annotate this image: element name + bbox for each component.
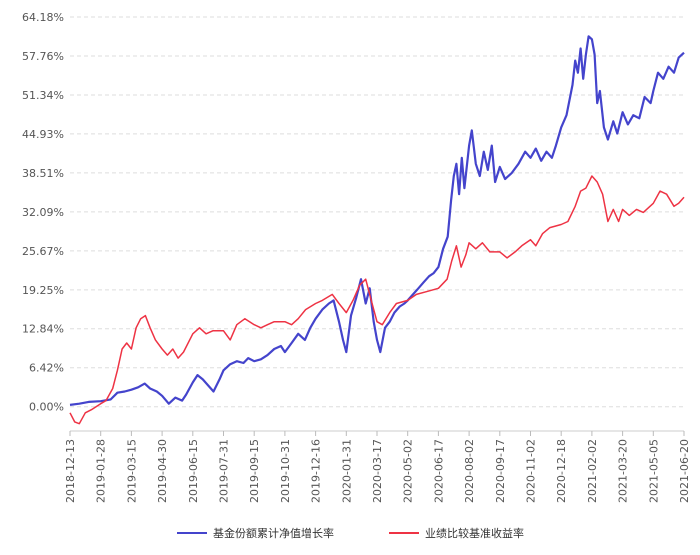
y-tick-label: 64.18% bbox=[22, 11, 64, 24]
y-axis-ticks: 64.18% 57.76% 51.34% 44.93% 38.51% 32.09% 25.6… bbox=[22, 11, 64, 414]
x-axis-ticks: 2018-12-13 2019-01-28 2019-03-15 2019-04-30… bbox=[64, 430, 691, 503]
x-tick-label: 2019-09-15 bbox=[248, 439, 261, 503]
legend: 基金份额累计净值增长率 业绩比较基准收益率 bbox=[177, 526, 524, 540]
y-tick-label: 57.76% bbox=[22, 50, 64, 63]
y-tick-label: 32.09% bbox=[22, 206, 64, 219]
series-lines bbox=[69, 35, 685, 425]
y-tick-label: 19.25% bbox=[22, 284, 64, 297]
x-tick-label: 2021-05-05 bbox=[647, 439, 660, 503]
x-tick-label: 2019-07-31 bbox=[218, 439, 231, 503]
x-tick-label: 2019-04-30 bbox=[156, 439, 169, 503]
x-tick-label: 2020-11-02 bbox=[525, 439, 538, 503]
x-tick-label: 2019-10-31 bbox=[279, 439, 292, 503]
x-tick-label: 2019-03-15 bbox=[125, 439, 138, 503]
y-tick-label: 38.51% bbox=[22, 167, 64, 180]
x-tick-label: 2021-06-20 bbox=[678, 439, 691, 503]
series-line-benchmark bbox=[69, 175, 685, 425]
x-tick-label: 2020-09-17 bbox=[494, 439, 507, 503]
legend-item-benchmark: 业绩比较基准收益率 bbox=[389, 526, 524, 540]
y-tick-label: 44.93% bbox=[22, 128, 64, 141]
y-tick-label: 0.00% bbox=[29, 401, 64, 414]
y-tick-label: 51.34% bbox=[22, 89, 64, 102]
y-tick-label: 6.42% bbox=[29, 362, 64, 375]
x-tick-label: 2019-12-16 bbox=[310, 439, 323, 503]
legend-label-benchmark: 业绩比较基准收益率 bbox=[425, 526, 524, 540]
x-tick-label: 2020-05-02 bbox=[402, 439, 415, 503]
series-line-fund bbox=[69, 35, 685, 406]
x-tick-label: 2021-02-02 bbox=[586, 439, 599, 503]
y-tick-label: 12.84% bbox=[22, 323, 64, 336]
legend-item-fund: 基金份额累计净值增长率 bbox=[177, 526, 334, 540]
y-tick-label: 25.67% bbox=[22, 245, 64, 258]
x-tick-label: 2020-01-31 bbox=[340, 439, 353, 503]
legend-label-fund: 基金份额累计净值增长率 bbox=[213, 526, 334, 540]
x-tick-label: 2018-12-13 bbox=[64, 439, 77, 503]
x-tick-label: 2020-03-17 bbox=[371, 439, 384, 503]
x-tick-label: 2019-06-15 bbox=[187, 439, 200, 503]
x-tick-label: 2021-03-20 bbox=[617, 439, 630, 503]
x-tick-label: 2020-12-18 bbox=[555, 439, 568, 503]
x-tick-label: 2020-08-02 bbox=[463, 439, 476, 503]
x-tick-label: 2020-06-17 bbox=[432, 439, 445, 503]
x-tick-label: 2019-01-28 bbox=[95, 439, 108, 503]
